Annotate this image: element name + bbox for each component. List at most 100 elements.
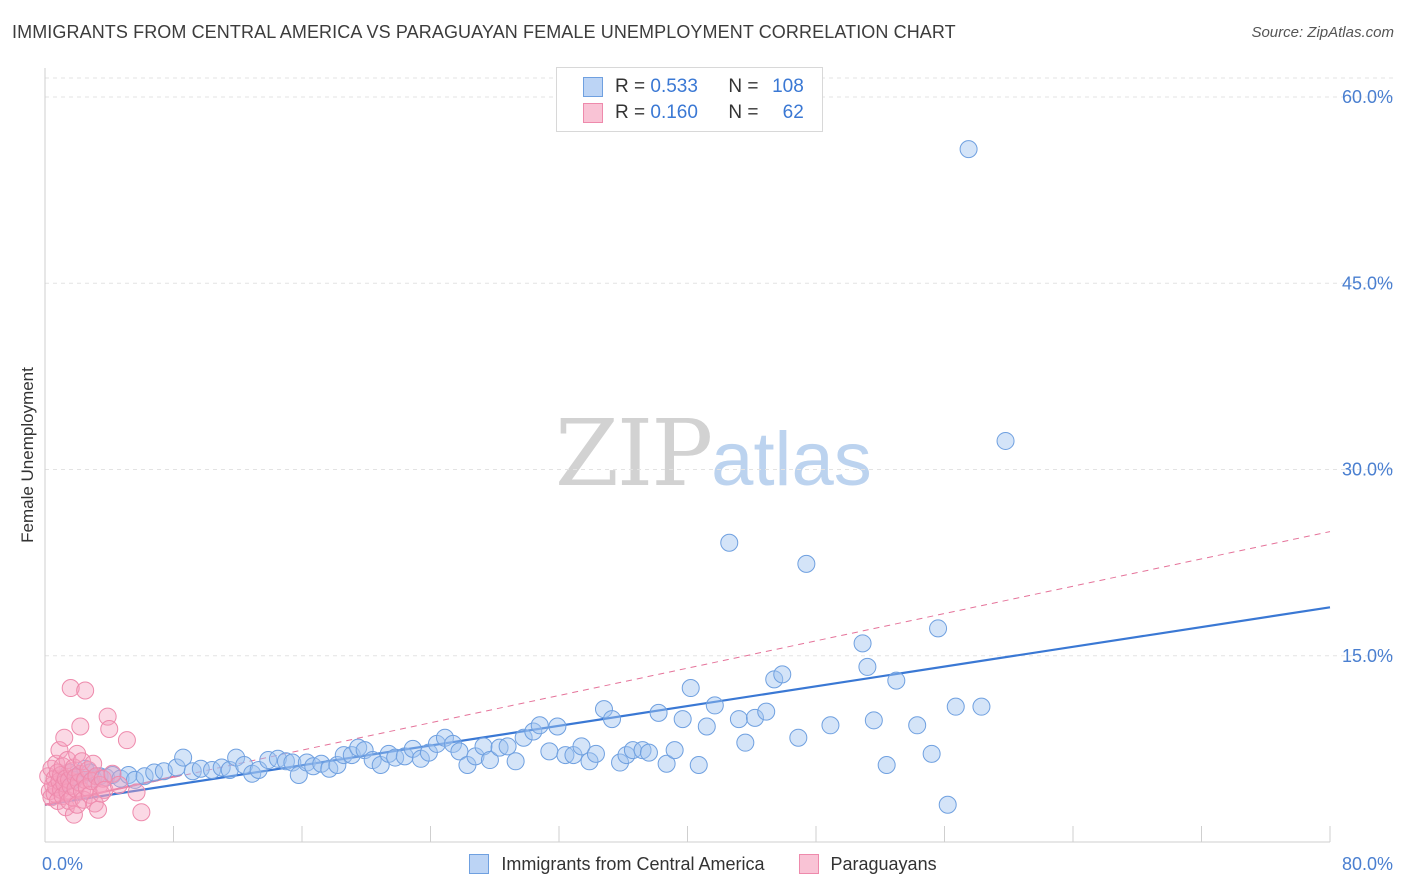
legend-swatch-paraguayans [798, 854, 819, 874]
point-paraguayans [117, 731, 136, 750]
stats-legend: R = 0.533 N = 108 R = 0.160 N = 62 [556, 67, 823, 132]
legend-label-paraguayans: Paraguayans [830, 853, 937, 874]
point-central-america [540, 742, 559, 761]
point-central-america [864, 711, 883, 730]
point-central-america [853, 634, 872, 653]
point-paraguayans [100, 720, 119, 739]
point-central-america [443, 734, 462, 753]
point-central-america [996, 431, 1015, 450]
point-central-america [938, 795, 957, 814]
point-central-america [789, 728, 808, 747]
point-central-america [657, 754, 676, 773]
legend-n-label: N = [728, 76, 759, 97]
point-central-america [908, 716, 927, 735]
chart-source: Source: ZipAtlas.com [1251, 24, 1394, 41]
point-central-america [498, 737, 517, 756]
point-paraguayans [103, 764, 122, 783]
point-central-america [736, 733, 755, 752]
point-central-america [603, 710, 622, 729]
legend-item-paraguayans: Paraguayans [798, 852, 937, 876]
point-central-america [259, 751, 278, 770]
legend-row-central-america: R = 0.533 N = 108 [583, 76, 804, 98]
point-central-america [720, 533, 739, 552]
point-paraguayans [93, 769, 112, 788]
point-central-america [665, 741, 684, 760]
point-central-america [450, 742, 469, 761]
y-tick-label: 15.0% [1342, 646, 1393, 666]
point-paraguayans [127, 783, 146, 802]
point-central-america [386, 748, 405, 767]
point-paraguayans [89, 800, 108, 819]
point-central-america [611, 753, 630, 772]
point-central-america [530, 716, 549, 735]
legend-item-central-america: Immigrants from Central America [469, 852, 765, 876]
x-tick-label-max: 80.0% [1342, 854, 1393, 874]
point-central-america [757, 702, 776, 721]
point-paraguayans [76, 681, 95, 700]
point-central-america [145, 763, 164, 782]
point-central-america [877, 756, 896, 775]
tick-labels: 15.0% 30.0% 45.0% 60.0% 0.0% 80.0% [42, 87, 1393, 874]
point-central-america [586, 744, 605, 763]
x-tick-label-min: 0.0% [42, 854, 83, 874]
point-central-america [580, 752, 599, 771]
point-central-america [572, 737, 591, 756]
point-central-america [773, 665, 792, 684]
point-paraguayans [64, 805, 83, 824]
point-central-america [745, 708, 764, 727]
point-central-america [639, 743, 658, 762]
trend-line-paraguayans [44, 531, 1331, 806]
legend-swatch-central-america [469, 854, 490, 874]
point-central-america [681, 679, 700, 698]
point-central-america [821, 716, 840, 735]
point-central-america [174, 748, 193, 767]
watermark: ZIPatlas [555, 400, 872, 507]
point-central-america [480, 751, 499, 770]
point-paraguayans [58, 751, 77, 770]
point-central-america [649, 703, 668, 722]
point-central-america [249, 760, 268, 779]
point-central-america [972, 697, 991, 716]
series-legend: Immigrants from Central America Paraguay… [0, 852, 1406, 876]
point-central-america [705, 696, 724, 715]
legend-r-value: 0.160 [650, 102, 698, 123]
legend-n-value: 108 [772, 76, 804, 97]
legend-n-label: N = [728, 102, 759, 123]
point-central-america [276, 752, 295, 771]
point-central-america [548, 717, 567, 736]
watermark-zip: ZIP [555, 400, 713, 507]
gridlines [45, 77, 1395, 657]
legend-label-central-america: Immigrants from Central America [501, 853, 765, 874]
legend-row-paraguayans: R = 0.160 N = 62 [583, 102, 804, 124]
point-central-america [135, 767, 154, 786]
trend-line-central-america [44, 606, 1331, 806]
legend-r-label: R = [615, 102, 646, 123]
y-tick-label: 45.0% [1342, 273, 1393, 293]
data-points [39, 140, 1015, 824]
watermark-atlas: atlas [711, 417, 872, 502]
point-central-america [328, 756, 347, 775]
point-central-america [697, 717, 716, 736]
point-central-america [506, 752, 525, 771]
point-paraguayans [71, 717, 90, 736]
point-central-america [689, 756, 708, 775]
legend-r-value: 0.533 [650, 76, 698, 97]
point-central-america [729, 710, 748, 729]
point-central-america [887, 671, 906, 690]
legend-r-label: R = [615, 76, 646, 97]
point-central-america [946, 697, 965, 716]
y-tick-label: 60.0% [1342, 87, 1393, 107]
axes [44, 68, 1331, 843]
point-central-america [929, 619, 948, 638]
point-central-america [514, 728, 533, 747]
point-central-america [922, 744, 941, 763]
y-tick-label: 30.0% [1342, 460, 1393, 480]
legend-swatch-central-america [583, 77, 603, 97]
point-paraguayans [95, 780, 114, 799]
legend-swatch-paraguayans [583, 103, 603, 123]
legend-n-value: 62 [782, 102, 804, 123]
point-paraguayans [132, 803, 151, 822]
point-central-america [623, 741, 642, 760]
point-central-america [673, 710, 692, 729]
